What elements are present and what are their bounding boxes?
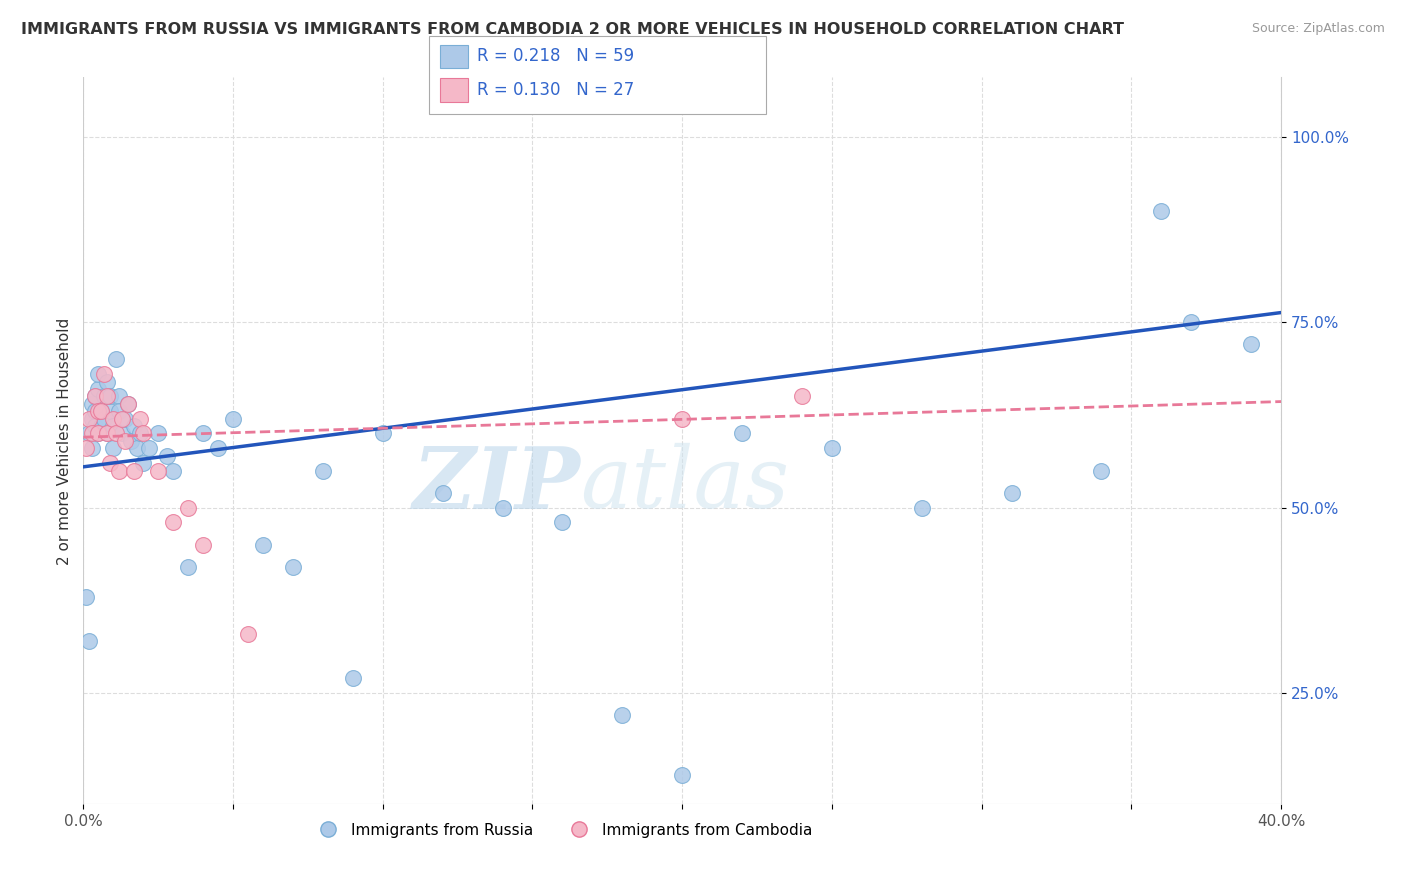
- Point: [312, 464, 335, 478]
- Point: [105, 426, 128, 441]
- Point: [93, 367, 115, 381]
- Text: R = 0.218   N = 59: R = 0.218 N = 59: [477, 47, 634, 65]
- Point: [103, 442, 125, 456]
- Point: [146, 426, 169, 441]
- Point: [114, 411, 136, 425]
- Point: [1240, 337, 1263, 351]
- Point: [177, 560, 200, 574]
- Point: [612, 708, 634, 723]
- Point: [87, 404, 110, 418]
- Point: [87, 426, 110, 441]
- Point: [98, 389, 121, 403]
- Point: [103, 419, 125, 434]
- Point: [177, 500, 200, 515]
- Point: [1150, 203, 1173, 218]
- Point: [162, 516, 184, 530]
- Point: [84, 389, 107, 403]
- Point: [82, 442, 104, 456]
- Point: [191, 426, 214, 441]
- Point: [82, 426, 104, 441]
- Point: [129, 411, 152, 425]
- Point: [98, 404, 121, 418]
- Point: [731, 426, 754, 441]
- Text: IMMIGRANTS FROM RUSSIA VS IMMIGRANTS FROM CAMBODIA 2 OR MORE VEHICLES IN HOUSEHO: IMMIGRANTS FROM RUSSIA VS IMMIGRANTS FRO…: [21, 22, 1123, 37]
- Point: [87, 367, 110, 381]
- Point: [207, 442, 229, 456]
- Point: [1000, 485, 1022, 500]
- Point: [96, 426, 118, 441]
- Point: [371, 426, 394, 441]
- Text: ZIP: ZIP: [412, 442, 581, 526]
- Point: [281, 560, 304, 574]
- Point: [82, 397, 104, 411]
- Point: [98, 456, 121, 470]
- Text: Source: ZipAtlas.com: Source: ZipAtlas.com: [1251, 22, 1385, 36]
- Point: [108, 464, 131, 478]
- Point: [108, 389, 131, 403]
- Point: [96, 389, 118, 403]
- Point: [1090, 464, 1112, 478]
- Point: [90, 404, 112, 418]
- Point: [138, 442, 160, 456]
- Point: [90, 404, 112, 418]
- Point: [117, 397, 139, 411]
- Point: [132, 426, 155, 441]
- Point: [84, 404, 107, 418]
- Point: [114, 434, 136, 448]
- Point: [117, 397, 139, 411]
- Text: R = 0.130   N = 27: R = 0.130 N = 27: [477, 81, 634, 99]
- Point: [77, 426, 100, 441]
- Point: [120, 434, 142, 448]
- Point: [252, 538, 274, 552]
- Point: [96, 426, 118, 441]
- Point: [236, 626, 259, 640]
- Y-axis label: 2 or more Vehicles in Household: 2 or more Vehicles in Household: [58, 318, 72, 565]
- Point: [156, 449, 179, 463]
- Point: [93, 389, 115, 403]
- Point: [671, 767, 693, 781]
- Point: [90, 419, 112, 434]
- Legend: Immigrants from Russia, Immigrants from Cambodia: Immigrants from Russia, Immigrants from …: [307, 817, 818, 844]
- Point: [111, 426, 134, 441]
- Point: [108, 404, 131, 418]
- Point: [103, 411, 125, 425]
- Point: [191, 538, 214, 552]
- Point: [432, 485, 454, 500]
- Point: [75, 442, 97, 456]
- Point: [77, 634, 100, 648]
- Point: [84, 389, 107, 403]
- Point: [911, 500, 934, 515]
- Point: [84, 419, 107, 434]
- Point: [342, 671, 364, 685]
- Point: [87, 426, 110, 441]
- Point: [75, 590, 97, 604]
- Point: [105, 352, 128, 367]
- Text: atlas: atlas: [581, 443, 790, 525]
- Point: [671, 411, 693, 425]
- Point: [129, 426, 152, 441]
- Point: [96, 375, 118, 389]
- Point: [821, 442, 844, 456]
- Point: [222, 411, 245, 425]
- Point: [82, 411, 104, 425]
- Point: [111, 411, 134, 425]
- Point: [87, 382, 110, 396]
- Point: [77, 411, 100, 425]
- Point: [551, 516, 574, 530]
- Point: [162, 464, 184, 478]
- Point: [790, 389, 813, 403]
- Point: [122, 419, 145, 434]
- Point: [93, 411, 115, 425]
- Point: [146, 464, 169, 478]
- Point: [122, 464, 145, 478]
- Point: [491, 500, 513, 515]
- Point: [1180, 315, 1202, 329]
- Point: [127, 442, 149, 456]
- Point: [132, 456, 155, 470]
